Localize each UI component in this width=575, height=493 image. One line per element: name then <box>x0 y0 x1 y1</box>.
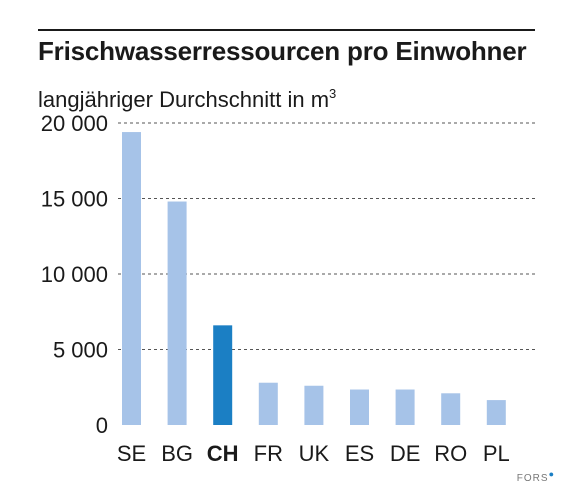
source-credit: FORS● <box>517 469 555 484</box>
x-tick-label: UK <box>299 441 330 466</box>
x-tick-label: BG <box>161 441 193 466</box>
bar-se <box>122 132 141 425</box>
bar-bg <box>167 201 187 425</box>
source-mark: ● <box>548 469 555 479</box>
source-text: FORS <box>516 473 549 484</box>
x-axis-labels: SE BG CH FR UK ES DE RO PL <box>117 441 510 466</box>
y-axis-ticks: 0 5 000 10 000 15 000 20 000 <box>41 111 108 438</box>
y-tick-label: 5 000 <box>53 338 108 363</box>
x-tick-label: DE <box>390 441 421 466</box>
bar-ch <box>213 325 233 425</box>
y-tick-label: 15 000 <box>41 187 108 212</box>
y-tick-label: 20 000 <box>41 111 108 136</box>
x-tick-label: ES <box>345 441 374 466</box>
x-tick-label: SE <box>117 441 146 466</box>
bars <box>122 132 506 425</box>
bar-fr <box>258 382 278 425</box>
chart-title: Frischwasserressourcen pro Einwohner <box>38 36 527 66</box>
x-tick-label: PL <box>483 441 510 466</box>
chart-subtitle: langjähriger Durchschnitt in m3 <box>38 86 336 113</box>
subtitle-text: langjähriger Durchschnitt in m <box>38 87 330 112</box>
y-tick-label: 10 000 <box>41 262 108 287</box>
bar-de <box>395 389 415 425</box>
title-rule <box>38 29 535 31</box>
x-tick-label: RO <box>434 441 467 466</box>
subtitle-superscript: 3 <box>329 86 337 101</box>
x-tick-label: FR <box>254 441 283 466</box>
y-tick-label: 0 <box>96 413 108 438</box>
bar-es <box>350 389 369 425</box>
x-tick-label: CH <box>207 441 239 466</box>
bar-ro <box>441 393 461 425</box>
bar-uk <box>304 385 324 425</box>
bar-pl <box>486 400 506 425</box>
